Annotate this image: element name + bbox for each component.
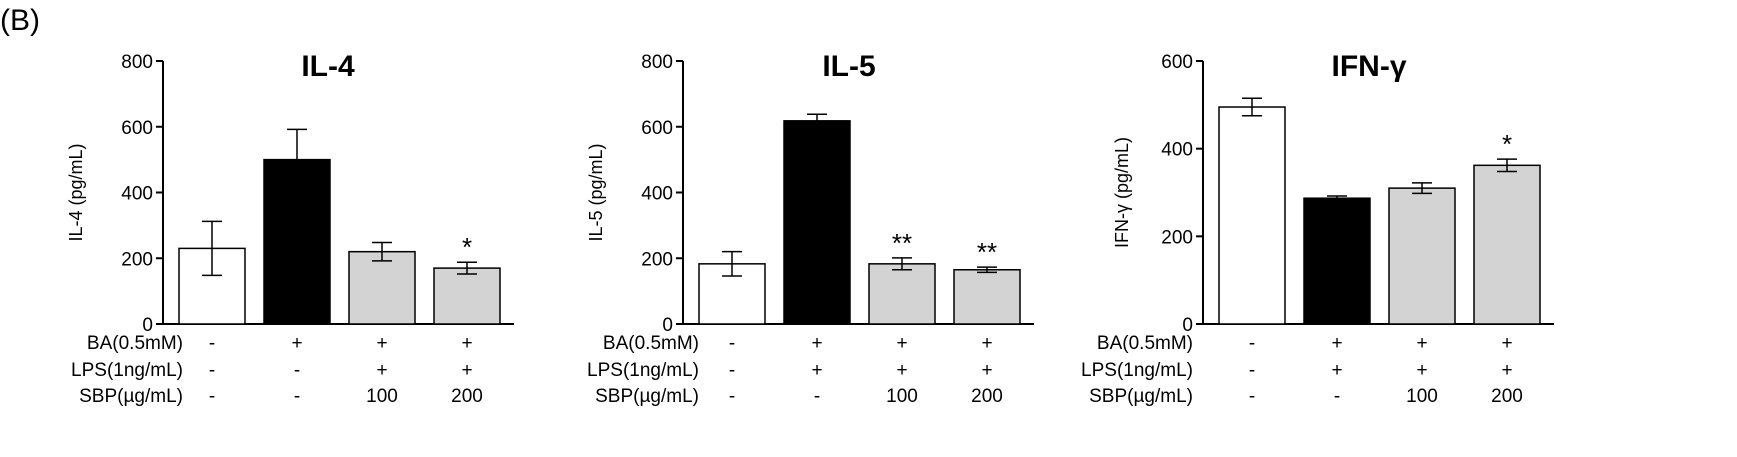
y-tick-label: 600 [641, 118, 673, 139]
significance-label: ** [892, 228, 912, 258]
condition-value: + [1331, 333, 1342, 354]
y-tick-label: 400 [121, 184, 153, 205]
condition-value: + [1501, 360, 1512, 381]
y-tick-label: 600 [121, 118, 153, 139]
condition-row-label: SBP(µg/mL) [595, 386, 699, 407]
condition-value: - [814, 386, 820, 407]
significance-label: ** [977, 237, 997, 267]
condition-value: + [461, 333, 472, 354]
condition-row-label: SBP(µg/mL) [79, 386, 183, 407]
condition-value: - [209, 333, 215, 354]
condition-row-label: LPS(1ng/mL) [1081, 360, 1193, 381]
condition-value: 100 [1406, 386, 1438, 407]
y-axis-label: IL-5 (pg/mL) [586, 143, 606, 241]
condition-value: + [981, 333, 992, 354]
chart-2: 0 200 400 600 800 IL-5 (pg/mL) IL-5 - - - + + - ** + +1… [586, 50, 1034, 407]
condition-value: + [811, 333, 822, 354]
condition-value: - [1334, 386, 1340, 407]
bar [1473, 164, 1541, 325]
condition-value: + [896, 333, 907, 354]
condition-value: + [1331, 360, 1342, 381]
y-tick-label: 600 [1161, 52, 1193, 73]
chart-1: 0 200 400 600 800 IL-4 (pg/mL) IL-4 - - - + - - + +100… [66, 50, 514, 407]
y-tick-label: 200 [121, 249, 153, 270]
y-tick-label: 0 [662, 315, 673, 336]
condition-value: - [729, 360, 735, 381]
condition-row-label: BA(0.5mM) [87, 333, 183, 354]
condition-value: + [461, 360, 472, 381]
significance-label: * [462, 232, 472, 262]
chart-title: IL-4 [301, 50, 355, 83]
condition-value: + [1501, 333, 1512, 354]
condition-value: - [1249, 333, 1255, 354]
y-tick-label: 200 [1161, 227, 1193, 248]
bar [1218, 106, 1286, 325]
y-tick-label: 0 [1182, 315, 1193, 336]
bar [348, 250, 416, 325]
condition-value: 200 [451, 386, 483, 407]
chart-title: IL-5 [822, 50, 875, 83]
condition-value: - [294, 386, 300, 407]
condition-value: - [294, 360, 300, 381]
bar [1303, 197, 1371, 325]
y-tick-label: 800 [121, 52, 153, 73]
condition-value: + [376, 333, 387, 354]
y-axis-label: IL-4 (pg/mL) [66, 143, 86, 241]
y-tick-label: 400 [641, 184, 673, 205]
condition-value: - [729, 333, 735, 354]
bar [868, 263, 936, 325]
y-tick-label: 400 [1161, 140, 1193, 161]
condition-value: - [1249, 360, 1255, 381]
condition-row-label: BA(0.5mM) [1097, 333, 1193, 354]
condition-value: + [1416, 360, 1427, 381]
condition-value: + [811, 360, 822, 381]
panel-label: (B) [0, 4, 40, 37]
condition-row-label: BA(0.5mM) [603, 333, 699, 354]
condition-row-label: SBP(µg/mL) [1089, 386, 1193, 407]
significance-label: * [1502, 129, 1512, 159]
y-tick-label: 800 [641, 52, 673, 73]
condition-value: + [896, 360, 907, 381]
condition-value: + [291, 333, 302, 354]
condition-value: + [981, 360, 992, 381]
condition-value: - [209, 360, 215, 381]
condition-value: - [729, 386, 735, 407]
condition-value: + [1416, 333, 1427, 354]
condition-value: 100 [886, 386, 918, 407]
condition-value: 100 [366, 386, 398, 407]
condition-value: 200 [971, 386, 1003, 407]
condition-value: + [376, 360, 387, 381]
chart-title: IFN-γ [1332, 50, 1407, 83]
bar [783, 120, 851, 325]
condition-row-label: LPS(1ng/mL) [71, 360, 183, 381]
y-axis-label: IFN-γ (pg/mL) [1112, 137, 1132, 248]
chart-3: 0 200 400 600 IFN-γ (pg/mL) IFN-γ - - - + + - + +100 *… [1081, 50, 1554, 407]
y-tick-label: 0 [142, 315, 153, 336]
condition-row-label: LPS(1ng/mL) [587, 360, 699, 381]
condition-value: 200 [1491, 386, 1523, 407]
bar [1388, 187, 1456, 325]
condition-value: - [1249, 386, 1255, 407]
condition-value: - [209, 386, 215, 407]
bar [433, 267, 501, 325]
bar [953, 269, 1021, 325]
y-tick-label: 200 [641, 249, 673, 270]
